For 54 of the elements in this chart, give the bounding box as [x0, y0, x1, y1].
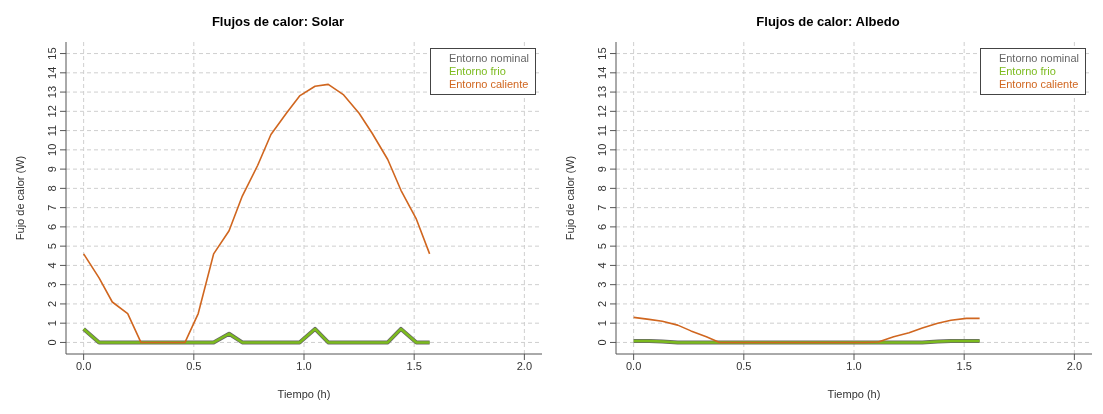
- y-tick-label: 11: [46, 124, 58, 137]
- y-tick-label: 10: [596, 143, 608, 156]
- x-axis-title: Tiempo (h): [827, 388, 881, 400]
- y-tick-label: 12: [596, 105, 608, 118]
- y-tick-label: 8: [596, 185, 608, 192]
- y-axis-title: Fujo de calor (W): [563, 155, 576, 241]
- y-tick-label: 6: [596, 223, 608, 230]
- y-tick-label: 3: [46, 281, 58, 288]
- y-tick-label: 2: [46, 300, 58, 307]
- x-tick-label: 0.5: [736, 359, 752, 372]
- y-tick-label: 9: [46, 166, 58, 173]
- text: Entorno caliente: [448, 78, 529, 91]
- y-tick-label: 14: [596, 66, 608, 79]
- y-tick-label: 13: [46, 85, 58, 99]
- text: Entorno caliente: [998, 78, 1079, 91]
- y-tick-label: 7: [46, 204, 58, 211]
- x-tick-label: 0.0: [75, 359, 92, 372]
- text: Entorno nominal: [448, 52, 529, 65]
- y-axis-title: Fujo de calor (W): [13, 155, 26, 241]
- y-tick-label: 11: [596, 124, 608, 137]
- x-axis-title: Tiempo (h): [277, 388, 331, 400]
- y-tick-label: 3: [596, 281, 608, 288]
- chart-title: Flujos de calor: Albedo: [755, 13, 901, 31]
- y-tick-label: 7: [596, 204, 608, 211]
- x-tick-label: 1.5: [956, 359, 972, 372]
- x-tick-label: 1.0: [846, 359, 862, 372]
- y-tick-label: 5: [46, 243, 58, 250]
- x-tick-label: 1.0: [296, 359, 312, 372]
- y-tick-label: 8: [46, 185, 58, 192]
- y-tick-label: 13: [596, 85, 608, 99]
- y-tick-label: 0: [596, 339, 608, 346]
- y-tick-label: 2: [596, 300, 608, 307]
- y-tick-label: 12: [46, 105, 58, 118]
- y-tick-label: 15: [596, 47, 608, 60]
- x-tick-label: 1.5: [406, 359, 422, 372]
- x-tick-label: 2.0: [1066, 359, 1083, 372]
- y-tick-label: 9: [596, 166, 608, 173]
- y-tick-label: 0: [46, 339, 58, 346]
- y-tick-label: 5: [596, 243, 608, 250]
- x-tick-label: 0.5: [186, 359, 202, 372]
- x-tick-label: 2.0: [516, 359, 533, 372]
- y-tick-label: 4: [596, 262, 608, 269]
- chart-title: Flujos de calor: Solar: [210, 13, 346, 31]
- y-tick-label: 4: [46, 262, 58, 269]
- y-tick-label: 1: [596, 320, 608, 327]
- y-tick-label: 6: [46, 223, 58, 230]
- y-tick-label: 15: [46, 47, 58, 60]
- y-tick-label: 14: [46, 66, 58, 79]
- y-tick-label: 1: [46, 320, 58, 327]
- text: Entorno nominal: [998, 52, 1079, 65]
- y-tick-label: 10: [46, 143, 58, 156]
- text: Entorno frio: [448, 65, 507, 78]
- text: Entorno frio: [998, 65, 1057, 78]
- x-tick-label: 0.0: [625, 359, 642, 372]
